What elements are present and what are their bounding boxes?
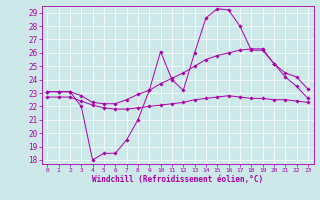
X-axis label: Windchill (Refroidissement éolien,°C): Windchill (Refroidissement éolien,°C) xyxy=(92,175,263,184)
